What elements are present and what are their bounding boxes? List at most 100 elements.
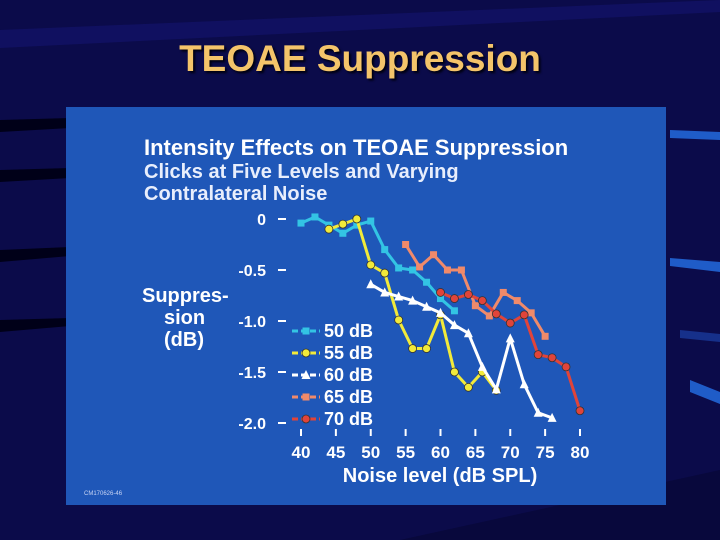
data-point — [409, 266, 417, 274]
legend-label: 70 dB — [324, 409, 373, 429]
y-tick-label: -0.5 — [238, 263, 266, 280]
x-tick-label: 55 — [396, 443, 415, 462]
data-point — [422, 301, 432, 311]
data-point — [463, 328, 473, 338]
chart-subtitle-line-2: Contralateral Noise — [144, 183, 328, 205]
data-point — [457, 266, 465, 274]
y-tick-label: -1.5 — [238, 365, 266, 382]
data-point — [367, 217, 375, 225]
data-point — [533, 350, 543, 360]
x-tick-label: 40 — [292, 443, 311, 462]
data-point — [297, 219, 305, 227]
legend-item: 65 dB — [292, 387, 373, 407]
legend-label: 60 dB — [324, 365, 373, 385]
data-point — [436, 307, 445, 317]
data-point — [352, 214, 362, 224]
series-line — [439, 291, 582, 412]
data-point — [505, 318, 515, 328]
data-point — [471, 302, 479, 310]
data-point — [422, 344, 431, 353]
series-line — [369, 282, 553, 420]
series-55-db — [324, 214, 501, 395]
legend-item: 60 dB — [292, 365, 373, 385]
data-point — [561, 362, 571, 372]
data-point — [366, 279, 376, 289]
data-point — [443, 266, 451, 274]
legend-swatch-marker — [302, 393, 310, 401]
data-point — [437, 295, 444, 303]
data-point — [366, 260, 376, 270]
data-point — [541, 332, 549, 340]
data-point — [485, 312, 493, 320]
x-tick-label: 75 — [536, 443, 555, 462]
data-point — [380, 268, 390, 278]
data-point — [477, 296, 487, 306]
data-point — [450, 307, 458, 315]
series-line — [300, 215, 456, 312]
y-tick-label: -1.0 — [238, 314, 266, 331]
data-point — [491, 384, 501, 394]
data-point — [394, 315, 404, 325]
data-point — [416, 263, 424, 271]
series-50-db — [297, 213, 458, 315]
chart-plot: 0 -0.5 -1.0 -1.5 -2.0 40 45 50 55 60 65 70 75 80 Noise… — [238, 212, 590, 487]
data-point — [450, 294, 459, 303]
legend-label: 65 dB — [324, 387, 373, 407]
x-tick-label: 65 — [466, 443, 485, 462]
data-point — [547, 412, 557, 422]
x-tick-label: 45 — [326, 443, 345, 462]
data-point — [402, 241, 410, 248]
legend-swatch-marker — [302, 327, 310, 335]
data-point — [533, 407, 543, 417]
data-point — [395, 264, 403, 272]
legend-item: 50 dB — [292, 321, 373, 341]
legend-label: 55 dB — [324, 343, 373, 363]
x-tick-label: 70 — [501, 443, 520, 462]
legend-swatch-marker — [301, 414, 311, 424]
chart-panel: 0 -0.5 -1.0 -1.5 -2.0 40 45 50 55 60 65 70 75 80 Noise… — [66, 107, 666, 505]
data-point — [575, 406, 585, 416]
chart-subtitle-line-1: Clicks at Five Levels and Varying — [144, 161, 459, 183]
data-point — [311, 213, 319, 221]
data-point — [527, 309, 535, 317]
y-tick-label: -2.0 — [238, 416, 266, 433]
y-axis-label-line-1: Suppres- — [142, 285, 229, 307]
data-point — [436, 288, 445, 297]
data-point — [499, 288, 507, 296]
data-point — [477, 361, 487, 371]
data-point — [463, 290, 473, 299]
series-line — [404, 243, 547, 338]
data-point — [430, 251, 438, 259]
data-point — [519, 379, 529, 389]
data-point — [394, 291, 404, 301]
legend-label: 50 dB — [324, 321, 373, 341]
y-axis-label-line-3: (dB) — [164, 329, 204, 351]
y-axis-label-line-2: sion — [164, 307, 206, 329]
data-point — [339, 229, 347, 237]
data-point — [353, 221, 361, 229]
x-axis-label: Noise level (dB SPL) — [343, 465, 538, 487]
data-point — [381, 246, 389, 254]
series-65-db — [402, 241, 549, 340]
data-point — [324, 224, 334, 234]
x-tick-label: 60 — [431, 443, 450, 462]
slide-title: TEOAE Suppression — [179, 38, 541, 79]
data-point — [519, 310, 529, 320]
data-point — [408, 295, 418, 305]
legend-item: 55 dB — [292, 343, 373, 363]
data-point — [380, 287, 390, 297]
data-point — [408, 344, 418, 353]
series-70-db — [436, 288, 585, 416]
legend-swatch-marker — [301, 348, 311, 358]
data-point — [463, 382, 473, 392]
series-60-db — [366, 279, 557, 422]
chart-title: Intensity Effects on TEOAE Suppression — [144, 135, 569, 160]
data-point — [491, 309, 501, 319]
x-tick-label: 50 — [361, 443, 380, 462]
data-point — [338, 219, 348, 229]
data-point — [450, 367, 459, 377]
x-tick-label: 80 — [571, 443, 590, 462]
data-point — [423, 278, 431, 286]
y-tick-label: 0 — [257, 212, 266, 229]
legend-item: 70 dB — [292, 409, 373, 429]
